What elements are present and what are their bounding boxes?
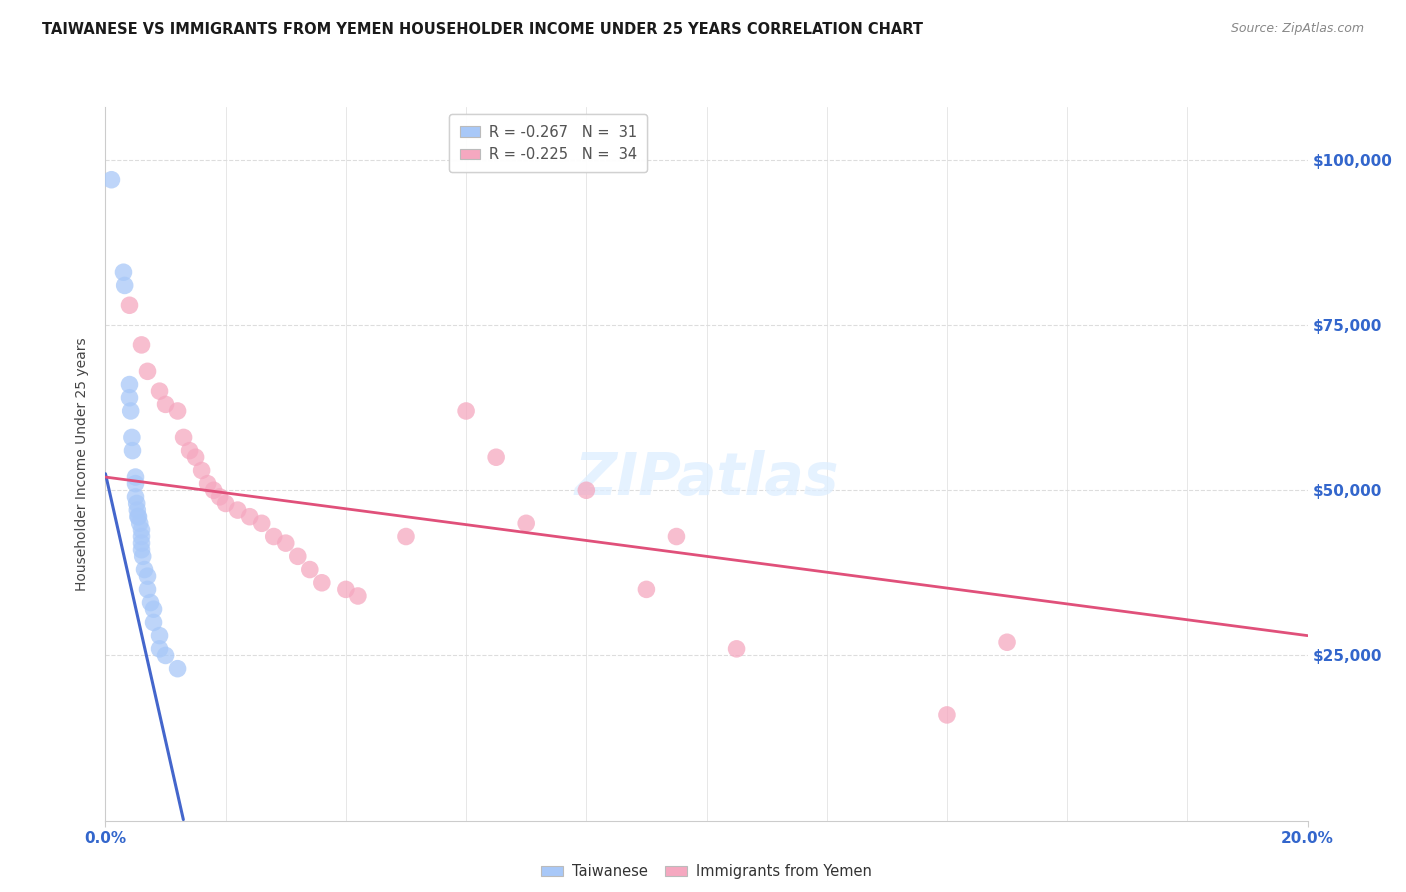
Point (173, 430, 195, 444)
Point (136, 569, 159, 583)
Point (100, 172, 122, 186)
Point (142, 615, 165, 630)
Point (179, 443, 201, 458)
Point (190, 463, 212, 477)
Point (485, 450, 508, 465)
Point (131, 542, 153, 557)
Point (197, 476, 219, 491)
Point (128, 516, 150, 531)
Point (995, 635, 1018, 649)
Point (132, 549, 155, 564)
Point (148, 641, 170, 656)
Point (127, 503, 149, 517)
Point (575, 483, 598, 498)
Point (124, 470, 146, 484)
Point (118, 391, 141, 405)
Text: ZIPatlas: ZIPatlas (574, 450, 839, 507)
Legend: Taiwanese, Immigrants from Yemen: Taiwanese, Immigrants from Yemen (536, 858, 877, 885)
Point (124, 476, 146, 491)
Point (134, 563, 156, 577)
Point (239, 509, 262, 524)
Point (335, 582, 357, 597)
Point (131, 529, 153, 543)
Point (118, 377, 141, 392)
Point (155, 397, 177, 411)
Point (298, 563, 321, 577)
Point (515, 516, 537, 531)
Point (124, 490, 146, 504)
Point (148, 384, 170, 399)
Point (121, 430, 143, 444)
Point (166, 404, 188, 418)
Text: TAIWANESE VS IMMIGRANTS FROM YEMEN HOUSEHOLDER INCOME UNDER 25 YEARS CORRELATION: TAIWANESE VS IMMIGRANTS FROM YEMEN HOUSE… (42, 22, 924, 37)
Point (136, 582, 159, 597)
Point (142, 602, 165, 616)
Point (311, 575, 333, 590)
Point (121, 443, 143, 458)
Point (131, 338, 153, 352)
Point (112, 265, 135, 279)
Point (166, 662, 188, 676)
Point (263, 529, 285, 543)
Point (184, 450, 207, 465)
Point (214, 496, 236, 510)
Point (454, 404, 477, 418)
Y-axis label: Householder Income Under 25 years: Householder Income Under 25 years (76, 337, 90, 591)
Point (136, 364, 159, 378)
Point (118, 298, 141, 312)
Point (128, 509, 150, 524)
Point (114, 278, 136, 293)
Point (131, 523, 153, 537)
Point (395, 529, 418, 543)
Point (127, 509, 149, 524)
Point (250, 516, 273, 531)
Point (120, 404, 142, 418)
Point (725, 641, 748, 656)
Point (636, 582, 658, 597)
Text: Source: ZipAtlas.com: Source: ZipAtlas.com (1230, 22, 1364, 36)
Point (936, 707, 959, 722)
Point (131, 536, 153, 550)
Point (287, 549, 309, 564)
Point (665, 529, 688, 543)
Point (125, 496, 148, 510)
Point (226, 503, 249, 517)
Point (155, 648, 177, 663)
Point (139, 596, 162, 610)
Point (347, 589, 370, 603)
Point (208, 490, 231, 504)
Point (202, 483, 225, 498)
Point (274, 536, 297, 550)
Point (148, 629, 170, 643)
